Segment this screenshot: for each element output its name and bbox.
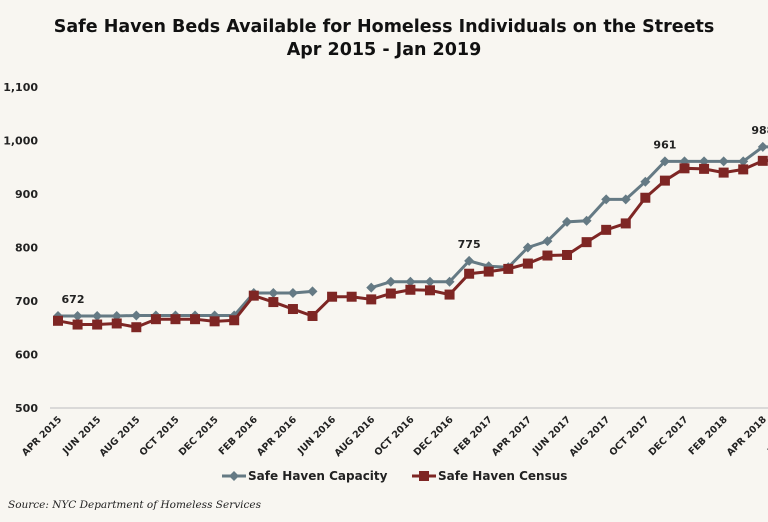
data-point-census <box>346 291 357 302</box>
data-point-census <box>522 258 533 269</box>
data-point-capacity <box>659 156 670 167</box>
legend-label-census: Safe Haven Census <box>438 469 567 483</box>
data-point-census <box>385 288 396 299</box>
x-tick-label: OCT 2017 <box>607 414 651 458</box>
data-point-capacity <box>287 287 298 298</box>
data-point-census <box>53 315 63 326</box>
x-tick-label: OCT 2016 <box>372 414 416 458</box>
data-point-census <box>424 285 435 296</box>
legend-marker-capacity <box>229 471 239 481</box>
data-point-census <box>150 314 161 325</box>
y-tick-label: 600 <box>15 349 38 362</box>
data-point-capacity <box>385 276 396 287</box>
data-label: 988 <box>751 124 768 137</box>
x-tick-label: APR 2015 <box>20 414 64 458</box>
data-label: 961 <box>653 138 676 151</box>
data-point-census <box>209 316 220 327</box>
data-point-capacity <box>72 310 83 321</box>
x-tick-label: APR 2016 <box>255 414 299 458</box>
x-tick-label: FEB 2016 <box>217 414 260 457</box>
data-point-census <box>190 314 201 325</box>
data-point-capacity <box>718 156 729 167</box>
x-tick-label: APR 2018 <box>725 414 768 458</box>
data-point-capacity <box>601 194 612 205</box>
data-point-census <box>72 319 83 330</box>
data-point-census <box>503 263 514 274</box>
data-point-capacity <box>424 276 435 287</box>
source-note: Source: NYC Department of Homeless Servi… <box>8 499 261 511</box>
data-point-census <box>679 163 690 174</box>
data-label: 775 <box>458 238 481 251</box>
data-point-capacity <box>640 176 651 187</box>
series-line-capacity <box>370 145 768 290</box>
data-point-capacity <box>581 215 592 226</box>
x-tick-label: DEC 2015 <box>177 414 221 458</box>
data-point-capacity <box>620 194 631 205</box>
data-point-census <box>307 310 318 321</box>
data-point-census <box>562 249 573 260</box>
data-point-census <box>640 192 651 203</box>
data-point-census <box>92 319 103 330</box>
data-point-capacity <box>464 255 475 266</box>
y-tick-label: 500 <box>15 402 38 415</box>
data-point-capacity <box>738 156 749 167</box>
data-point-census <box>229 315 240 326</box>
data-point-capacity <box>307 286 318 297</box>
data-point-census <box>268 297 279 308</box>
data-point-capacity <box>131 310 142 321</box>
data-point-capacity <box>366 282 377 293</box>
data-point-capacity <box>405 276 416 287</box>
data-point-capacity <box>542 236 553 247</box>
chart-subtitle: Apr 2015 - Jan 2019 <box>286 40 482 60</box>
data-point-census <box>248 290 259 301</box>
y-tick-label: 700 <box>15 295 38 308</box>
data-point-census <box>366 294 377 305</box>
data-point-census <box>444 289 455 300</box>
data-point-census <box>483 266 494 277</box>
data-point-census <box>659 175 670 186</box>
x-tick-label: APR 2017 <box>490 414 534 458</box>
data-point-census <box>464 268 475 279</box>
data-point-census <box>620 218 631 229</box>
data-point-capacity <box>444 276 455 287</box>
chart-title-main: Safe Haven Beds Available for Homeless I… <box>53 17 715 37</box>
data-point-census <box>327 291 338 302</box>
data-point-capacity <box>522 242 533 253</box>
y-tick-label: 1,000 <box>3 135 38 148</box>
x-tick-label: FEB 2018 <box>687 414 730 457</box>
data-point-census <box>699 163 710 174</box>
data-point-census <box>131 322 142 333</box>
data-point-census <box>111 318 122 329</box>
data-point-capacity <box>92 310 103 321</box>
y-tick-label: 800 <box>15 242 38 255</box>
data-point-capacity <box>268 287 279 298</box>
x-tick-label: DEC 2017 <box>647 414 691 458</box>
series-line-census <box>57 159 768 329</box>
legend-label-capacity: Safe Haven Capacity <box>248 469 388 483</box>
x-tick-label: AUG 2016 <box>333 414 378 459</box>
data-point-census <box>405 284 416 295</box>
x-tick-label: AUG 2015 <box>98 414 143 459</box>
data-point-census <box>170 314 181 325</box>
data-point-census <box>718 167 729 178</box>
x-tick-label: AUG 2017 <box>568 414 613 459</box>
data-point-census <box>287 304 298 315</box>
x-tick-label: OCT 2015 <box>138 414 182 458</box>
x-tick-label: DEC 2016 <box>412 414 456 458</box>
x-tick-label: FEB 2017 <box>452 414 495 457</box>
y-tick-label: 1,100 <box>3 81 38 94</box>
data-point-census <box>757 155 768 166</box>
data-point-census <box>601 224 612 235</box>
data-point-census <box>738 164 749 175</box>
data-point-capacity <box>757 141 768 152</box>
y-tick-label: 900 <box>15 188 38 201</box>
data-point-census <box>581 237 592 248</box>
data-label: 672 <box>62 293 85 306</box>
data-point-capacity <box>562 216 573 227</box>
legend-marker-census <box>419 471 429 481</box>
data-point-census <box>542 250 553 261</box>
chart-title: Safe Haven Beds Available for Homeless I… <box>0 16 768 62</box>
